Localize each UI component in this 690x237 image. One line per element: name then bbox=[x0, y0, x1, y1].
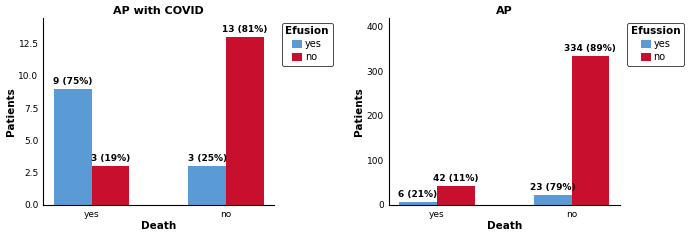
Bar bbox=[188, 166, 226, 205]
Legend: yes, no: yes, no bbox=[282, 23, 333, 66]
Bar bbox=[534, 195, 571, 205]
Text: 6 (21%): 6 (21%) bbox=[398, 190, 437, 199]
Text: 334 (89%): 334 (89%) bbox=[564, 44, 616, 53]
Y-axis label: Patients: Patients bbox=[354, 87, 364, 136]
Y-axis label: Patients: Patients bbox=[6, 87, 16, 136]
Legend: yes, no: yes, no bbox=[627, 23, 684, 66]
Bar bbox=[571, 56, 609, 205]
Text: 3 (19%): 3 (19%) bbox=[91, 154, 130, 163]
Title: AP with COVID: AP with COVID bbox=[113, 5, 204, 16]
Bar bbox=[437, 186, 475, 205]
Text: 23 (79%): 23 (79%) bbox=[530, 183, 575, 192]
Text: 13 (81%): 13 (81%) bbox=[222, 25, 268, 34]
X-axis label: Death: Death bbox=[486, 221, 522, 232]
Text: 9 (75%): 9 (75%) bbox=[53, 77, 92, 86]
X-axis label: Death: Death bbox=[141, 221, 177, 232]
Text: 42 (11%): 42 (11%) bbox=[433, 174, 478, 183]
Title: AP: AP bbox=[496, 5, 513, 16]
Bar bbox=[400, 202, 437, 205]
Bar bbox=[54, 89, 92, 205]
Text: 3 (25%): 3 (25%) bbox=[188, 154, 227, 163]
Bar bbox=[226, 37, 264, 205]
Bar bbox=[92, 166, 129, 205]
